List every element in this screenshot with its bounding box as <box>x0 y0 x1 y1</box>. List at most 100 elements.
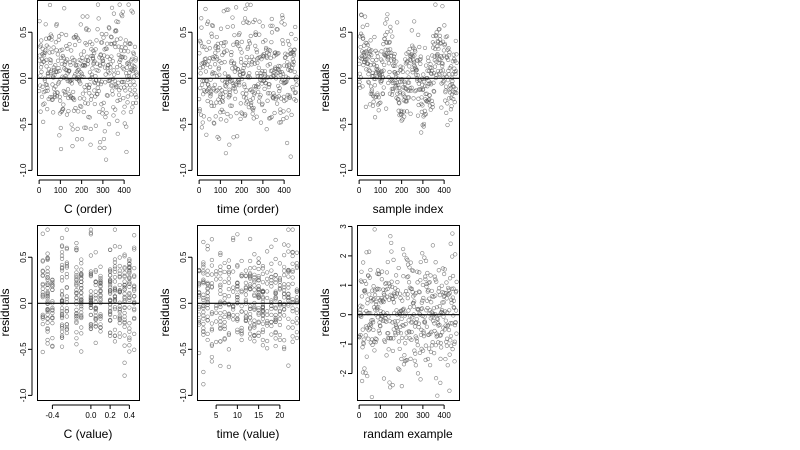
data-point <box>387 91 393 96</box>
data-point <box>260 296 265 301</box>
data-point <box>112 333 118 339</box>
data-point <box>428 363 433 368</box>
y-axis-label: residuals <box>0 288 12 336</box>
data-point <box>97 145 102 150</box>
data-point <box>424 324 430 329</box>
x-tick-label: 0.4 <box>124 411 136 420</box>
data-point <box>260 327 265 332</box>
data-point <box>77 79 82 84</box>
data-point <box>76 109 81 114</box>
data-point <box>453 252 458 257</box>
data-point <box>218 319 223 324</box>
data-point <box>256 288 261 293</box>
data-point <box>130 100 136 106</box>
x-tick-label: 0.2 <box>105 411 117 420</box>
data-point <box>269 244 274 249</box>
data-point <box>394 83 399 88</box>
data-point <box>289 68 294 73</box>
data-point <box>117 331 122 336</box>
data-point <box>231 285 236 290</box>
data-point <box>408 111 413 116</box>
data-point <box>379 269 385 274</box>
data-point <box>209 263 214 268</box>
data-point <box>434 305 440 310</box>
data-point <box>68 93 73 99</box>
y-axis-label: residuals <box>158 288 172 336</box>
data-point <box>69 48 74 53</box>
data-points <box>37 2 139 162</box>
data-point <box>263 38 268 43</box>
data-point <box>360 24 365 29</box>
data-point <box>368 323 374 328</box>
data-point <box>444 296 449 301</box>
data-point <box>72 58 77 63</box>
y-tick-label: -0.5 <box>19 117 28 131</box>
data-point <box>367 292 372 297</box>
data-point <box>432 89 437 94</box>
data-point <box>88 269 93 274</box>
data-point <box>404 330 409 335</box>
data-point <box>265 270 270 275</box>
data-point <box>280 15 285 20</box>
data-point <box>215 57 220 62</box>
data-point <box>78 103 83 109</box>
data-point <box>124 124 129 129</box>
data-point <box>223 40 228 45</box>
data-point <box>82 62 88 68</box>
data-point <box>421 295 426 301</box>
data-point <box>127 70 132 75</box>
data-point <box>262 86 267 91</box>
data-point <box>50 279 55 285</box>
data-point <box>395 71 400 76</box>
data-point <box>244 91 249 96</box>
data-point <box>282 264 287 270</box>
data-point <box>132 288 137 293</box>
data-point <box>59 344 65 349</box>
data-point <box>269 306 274 311</box>
data-point <box>59 308 65 314</box>
x-tick-label: 200 <box>235 186 249 195</box>
data-point <box>452 100 457 105</box>
data-point <box>98 293 103 299</box>
data-point <box>229 78 235 84</box>
data-point <box>93 324 98 329</box>
data-point <box>384 280 389 286</box>
data-point <box>108 318 113 323</box>
data-point <box>256 333 261 338</box>
data-point <box>56 37 61 43</box>
data-point <box>205 21 210 26</box>
data-point <box>231 317 236 322</box>
data-point <box>88 126 93 132</box>
data-point <box>265 323 270 328</box>
data-point <box>395 288 400 293</box>
data-point <box>423 274 428 279</box>
data-point <box>434 59 439 64</box>
data-point <box>201 260 206 265</box>
y-tick-label: -1.0 <box>19 163 28 177</box>
data-point <box>98 264 103 269</box>
data-point <box>209 281 214 286</box>
data-point <box>74 296 79 301</box>
data-point <box>119 48 124 53</box>
data-point <box>255 60 260 66</box>
data-point <box>406 274 411 279</box>
data-point <box>59 324 65 329</box>
data-point <box>260 101 265 106</box>
data-point <box>218 311 223 316</box>
data-point <box>198 86 203 91</box>
data-point <box>282 313 287 318</box>
data-point <box>74 307 79 312</box>
data-point <box>201 88 207 93</box>
data-point <box>450 59 455 64</box>
data-point <box>198 40 203 45</box>
data-point <box>361 341 366 346</box>
data-point <box>241 95 247 100</box>
data-point <box>453 71 458 77</box>
data-point <box>444 280 449 285</box>
data-point <box>239 273 244 278</box>
data-point <box>200 120 205 125</box>
data-point <box>122 333 127 338</box>
data-point <box>201 269 206 274</box>
data-point <box>126 49 131 54</box>
data-point <box>40 231 45 236</box>
